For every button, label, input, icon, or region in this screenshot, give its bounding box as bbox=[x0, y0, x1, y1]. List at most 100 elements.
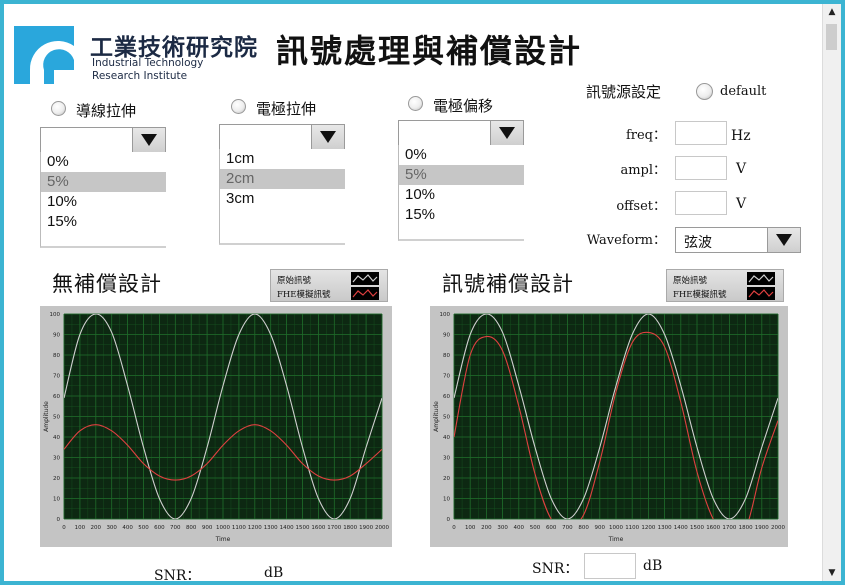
y-tick-label: 100 bbox=[50, 312, 61, 318]
x-axis-label: Time bbox=[215, 536, 231, 543]
chevron-down-icon[interactable] bbox=[132, 128, 165, 152]
right-legend: 原始訊號 FHE模擬訊號 bbox=[666, 269, 784, 302]
y-tick-label: 90 bbox=[53, 333, 60, 339]
waveform-label: Waveform： bbox=[586, 233, 666, 248]
x-tick-label: 1500 bbox=[690, 525, 704, 531]
x-tick-label: 300 bbox=[497, 525, 508, 531]
y-tick-label: 30 bbox=[443, 456, 450, 462]
scroll-thumb[interactable] bbox=[826, 24, 837, 50]
electrode-offset-combo[interactable] bbox=[398, 120, 524, 146]
left-legend: 原始訊號 FHE模擬訊號 bbox=[270, 269, 388, 302]
electrode-stretch-radio[interactable] bbox=[231, 99, 246, 114]
y-axis-label: Amplitude bbox=[43, 401, 50, 432]
x-tick-label: 700 bbox=[170, 525, 181, 531]
wire-stretch-radio[interactable] bbox=[51, 101, 66, 116]
compensation-chart: 0 100 200 300 400 500 600 700 800 900 1000 1100 1200… bbox=[430, 306, 788, 547]
y-tick-label: 0 bbox=[57, 517, 61, 523]
list-item[interactable]: 0% bbox=[47, 153, 69, 170]
y-tick-label: 80 bbox=[443, 353, 450, 359]
org-name-cn: 工業技術研究院 bbox=[90, 35, 258, 61]
list-item[interactable]: 2cm bbox=[220, 169, 345, 189]
y-tick-label: 60 bbox=[443, 394, 450, 400]
x-tick-label: 400 bbox=[122, 525, 133, 531]
chevron-down-icon[interactable] bbox=[490, 121, 523, 145]
list-item[interactable]: 3cm bbox=[226, 190, 255, 207]
electrode-offset-listbox[interactable]: 0% 5% 10% 15% bbox=[398, 145, 524, 241]
x-tick-label: 1900 bbox=[359, 525, 373, 531]
x-tick-label: 300 bbox=[106, 525, 117, 531]
electrode-stretch-listbox[interactable]: 1cm 2cm 3cm bbox=[219, 149, 345, 245]
y-tick-label: 90 bbox=[443, 333, 450, 339]
legend-original-swatch bbox=[351, 272, 379, 285]
x-tick-label: 1200 bbox=[248, 525, 262, 531]
x-tick-label: 1700 bbox=[722, 525, 736, 531]
y-tick-label: 70 bbox=[443, 374, 450, 380]
offset-label: offset： bbox=[616, 199, 666, 214]
left-snr-unit: dB bbox=[264, 565, 284, 581]
right-snr-input[interactable] bbox=[584, 553, 636, 579]
list-item[interactable]: 0% bbox=[405, 146, 427, 163]
y-tick-label: 40 bbox=[443, 435, 450, 441]
x-tick-label: 400 bbox=[514, 525, 525, 531]
list-item[interactable]: 5% bbox=[399, 165, 524, 185]
x-tick-label: 800 bbox=[578, 525, 589, 531]
x-tick-label: 1700 bbox=[327, 525, 341, 531]
x-tick-label: 2000 bbox=[771, 525, 785, 531]
ampl-unit: V bbox=[736, 161, 747, 177]
electrode-offset-label: 電極偏移 bbox=[433, 97, 494, 115]
offset-input[interactable] bbox=[675, 191, 727, 215]
scroll-up-icon[interactable]: ▲ bbox=[828, 7, 836, 17]
waveform-combo[interactable]: 弦波 bbox=[675, 227, 801, 253]
ampl-label: ampl： bbox=[620, 163, 666, 178]
electrode-stretch-combo[interactable] bbox=[219, 124, 345, 150]
x-tick-label: 900 bbox=[595, 525, 606, 531]
x-tick-label: 1800 bbox=[739, 525, 753, 531]
signal-source-label: 訊號源設定 bbox=[586, 83, 662, 101]
scroll-down-icon[interactable]: ▼ bbox=[828, 568, 836, 578]
electrode-stretch-label: 電極拉伸 bbox=[256, 100, 317, 118]
list-item[interactable]: 10% bbox=[405, 186, 436, 203]
y-tick-label: 70 bbox=[53, 374, 60, 380]
org-name-en: Industrial Technology Research Institute bbox=[92, 57, 203, 83]
chevron-down-icon[interactable] bbox=[311, 125, 344, 149]
list-item[interactable]: 15% bbox=[405, 206, 436, 223]
vertical-scrollbar[interactable]: ▲ ▼ bbox=[822, 4, 841, 581]
x-tick-label: 1500 bbox=[296, 525, 310, 531]
y-tick-label: 50 bbox=[53, 415, 60, 421]
y-tick-label: 10 bbox=[443, 497, 450, 503]
x-tick-label: 500 bbox=[530, 525, 541, 531]
waveform-combo-value: 弦波 bbox=[684, 235, 712, 251]
list-item[interactable]: 1cm bbox=[226, 150, 255, 167]
x-tick-label: 1000 bbox=[216, 525, 230, 531]
x-tick-label: 0 bbox=[62, 525, 66, 531]
original-signal-line bbox=[454, 314, 778, 519]
y-tick-label: 40 bbox=[53, 435, 60, 441]
list-item[interactable]: 10% bbox=[47, 193, 78, 210]
x-tick-label: 1100 bbox=[232, 525, 246, 531]
freq-input[interactable] bbox=[675, 121, 727, 145]
x-tick-label: 1400 bbox=[674, 525, 688, 531]
list-item[interactable]: 5% bbox=[41, 172, 166, 192]
x-tick-label: 200 bbox=[481, 525, 492, 531]
x-tick-label: 1600 bbox=[311, 525, 325, 531]
wire-stretch-combo[interactable] bbox=[40, 127, 166, 153]
legend-fhe-swatch bbox=[747, 287, 775, 300]
default-radio[interactable] bbox=[696, 83, 713, 100]
legend-original-swatch bbox=[747, 272, 775, 285]
y-tick-label: 50 bbox=[443, 415, 450, 421]
wire-stretch-listbox[interactable]: 0% 5% 10% 15% bbox=[40, 152, 166, 248]
y-tick-label: 20 bbox=[443, 476, 450, 482]
x-tick-label: 1000 bbox=[609, 525, 623, 531]
list-item[interactable]: 15% bbox=[47, 213, 78, 230]
ampl-input[interactable] bbox=[675, 156, 727, 180]
offset-unit: V bbox=[736, 196, 747, 212]
chevron-down-icon[interactable] bbox=[767, 228, 800, 252]
y-tick-label: 10 bbox=[53, 497, 60, 503]
x-tick-label: 1800 bbox=[343, 525, 357, 531]
electrode-offset-radio[interactable] bbox=[408, 96, 423, 111]
no-compensation-chart: 0 100 200 300 400 500 600 700 800 900 1000 1100 1200… bbox=[40, 306, 392, 547]
y-tick-label: 20 bbox=[53, 476, 60, 482]
freq-label: freq： bbox=[625, 128, 666, 143]
default-label: default bbox=[720, 84, 767, 99]
legend-fhe-label: FHE模擬訊號 bbox=[673, 290, 727, 300]
